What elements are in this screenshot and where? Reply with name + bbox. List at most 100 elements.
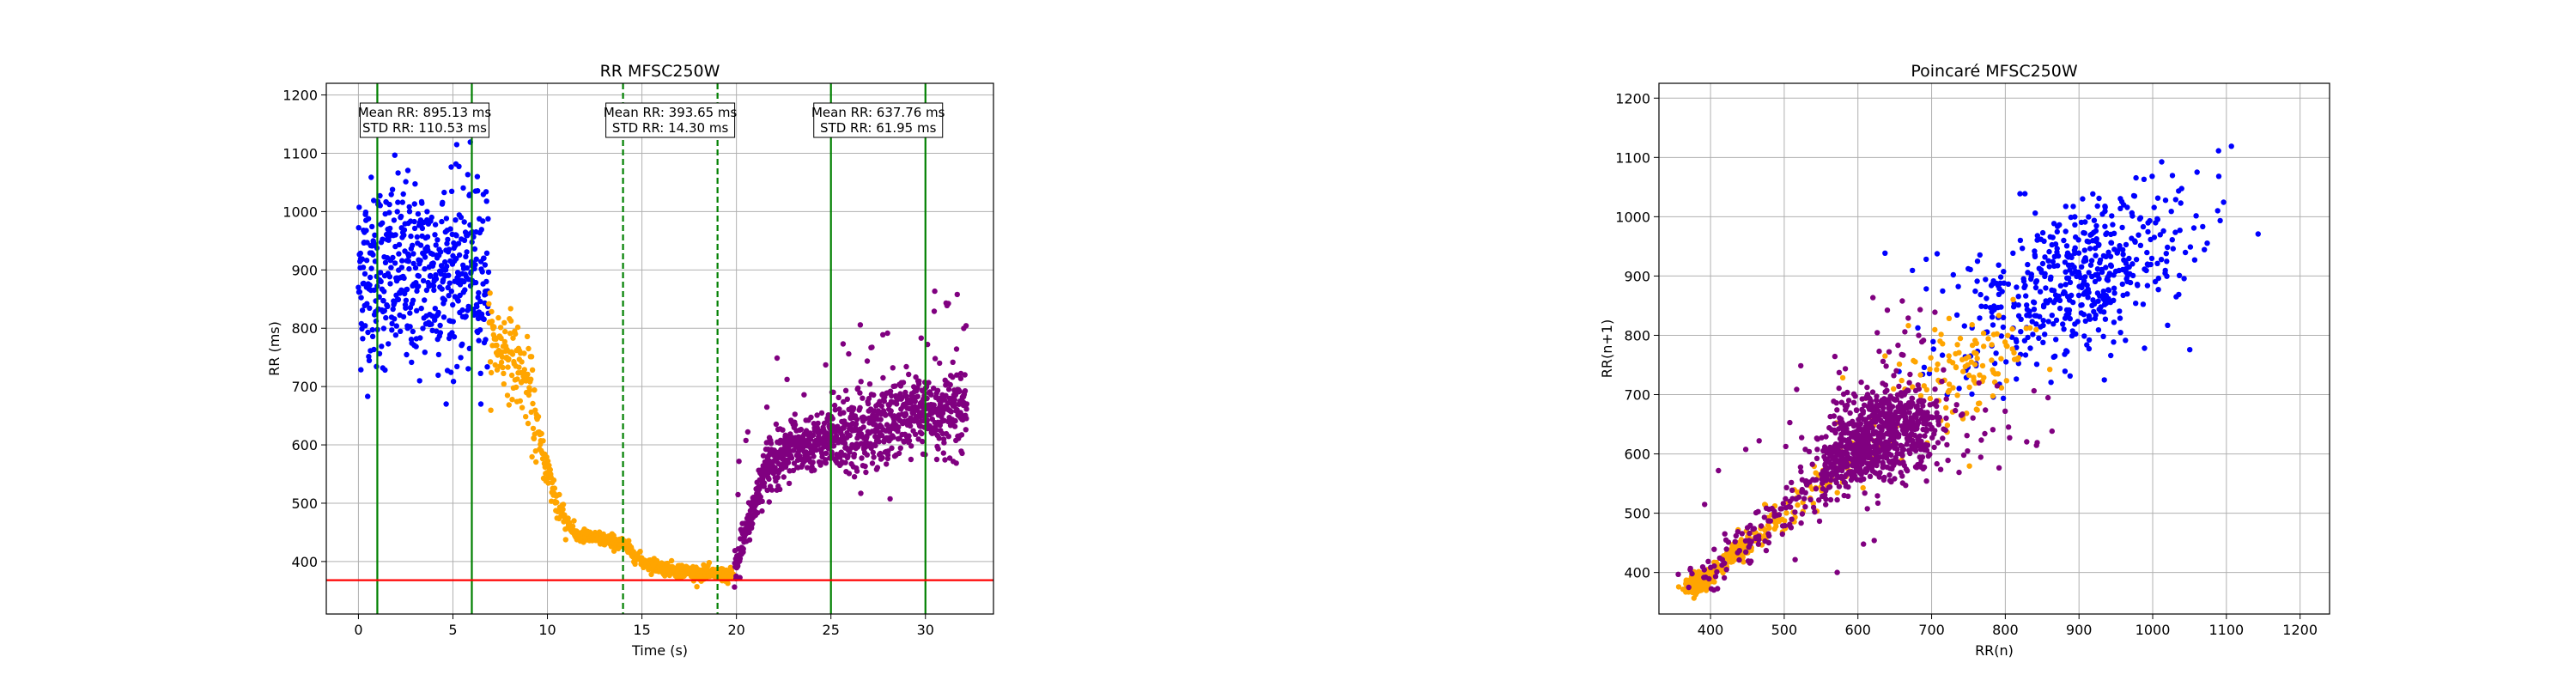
poincare-data-point — [1989, 342, 1995, 348]
poincare-data-point — [2092, 301, 2098, 307]
rr-data-point — [370, 252, 376, 258]
rr-data-point — [443, 401, 449, 407]
rr-data-point — [464, 249, 470, 255]
poincare-data-point — [1846, 471, 1852, 477]
rr-data-point — [889, 392, 895, 399]
rr-data-point — [448, 188, 455, 194]
poincare-data-point — [1934, 251, 1941, 257]
poincare-data-point — [1873, 458, 1879, 464]
poincare-data-point — [2080, 282, 2086, 288]
poincare-data-point — [1918, 398, 1924, 404]
poincare-data-point — [1860, 484, 1866, 491]
rr-data-point — [532, 407, 538, 413]
rr-data-point — [477, 370, 483, 376]
rr-data-point — [480, 218, 486, 224]
rr-data-point — [906, 438, 913, 444]
rr-data-point — [451, 334, 458, 340]
poincare-data-point — [1923, 421, 1929, 427]
rr-data-point — [519, 359, 525, 365]
rr-data-point — [356, 204, 362, 210]
rr-data-point — [865, 400, 872, 407]
rr-data-point — [431, 287, 437, 294]
rr-data-point — [487, 359, 494, 365]
poincare-data-point — [2061, 326, 2067, 332]
rr-data-point — [502, 328, 508, 335]
poincare-data-point — [2169, 173, 2176, 179]
rr-data-point — [389, 320, 395, 327]
poincare-data-point — [2053, 317, 2060, 323]
poincare-x-tick-label: 1100 — [2208, 622, 2244, 638]
rr-data-point — [364, 240, 370, 246]
poincare-data-point — [1862, 490, 1868, 496]
poincare-data-point — [1712, 574, 1719, 580]
poincare-data-point — [1806, 448, 1813, 455]
poincare-data-point — [2101, 377, 2107, 383]
poincare-data-point — [2015, 313, 2022, 319]
poincare-data-point — [1996, 313, 2002, 319]
poincare-data-point — [2026, 308, 2032, 314]
rr-data-point — [407, 310, 413, 316]
poincare-data-point — [1822, 462, 1828, 469]
poincare-data-point — [2047, 234, 2053, 240]
poincare-data-point — [1864, 384, 1870, 391]
poincare-data-point — [1946, 387, 1953, 393]
poincare-data-point — [1814, 477, 1820, 483]
poincare-data-point — [1787, 498, 1793, 504]
rr-data-point — [946, 455, 953, 461]
poincare-data-point — [2014, 284, 2020, 290]
poincare-data-point — [1886, 349, 1893, 355]
rr-data-point — [880, 331, 886, 337]
rr-data-point — [523, 414, 529, 420]
poincare-data-point — [2063, 269, 2069, 275]
poincare-data-point — [1895, 342, 1901, 349]
poincare-data-point — [1989, 314, 1996, 320]
rr-data-point — [918, 335, 925, 341]
rr-y-tick-label: 700 — [291, 379, 318, 395]
rr-data-point — [382, 259, 389, 265]
poincare-data-point — [1905, 447, 1912, 453]
poincare-data-point — [2105, 295, 2111, 301]
poincare-data-point — [2036, 335, 2042, 341]
rr-data-point — [533, 459, 539, 465]
poincare-data-point — [1919, 454, 1926, 460]
rr-data-point — [367, 282, 373, 289]
rr-data-point — [355, 225, 361, 231]
poincare-data-point — [1953, 312, 1960, 318]
rr-grid — [326, 83, 993, 614]
poincare-data-point — [1723, 567, 1729, 573]
poincare-data-point — [1872, 470, 1878, 476]
poincare-data-point — [2120, 252, 2126, 258]
poincare-data-point — [2119, 281, 2125, 288]
poincare-data-point — [2111, 246, 2117, 252]
poincare-data-point — [2061, 237, 2067, 244]
poincare-data-point — [1843, 424, 1849, 431]
rr-data-point — [766, 499, 772, 505]
rr-data-point — [798, 426, 805, 433]
poincare-data-point — [1814, 447, 1820, 453]
poincare-data-point — [1845, 493, 1851, 499]
rr-data-point — [458, 214, 465, 221]
rr-data-point — [832, 429, 838, 435]
poincare-points — [1675, 143, 2261, 601]
poincare-data-point — [2069, 292, 2075, 299]
poincare-data-point — [1854, 477, 1860, 483]
rr-data-point — [388, 264, 394, 271]
poincare-data-point — [2082, 274, 2088, 280]
rr-data-point — [395, 296, 402, 302]
rr-data-point — [504, 392, 511, 398]
rr-data-point — [413, 344, 419, 350]
rr-data-point — [528, 376, 534, 382]
rr-data-point — [423, 287, 430, 294]
rr-data-point — [357, 250, 363, 257]
rr-y-tick-label: 1100 — [283, 145, 318, 161]
rr-data-point — [359, 256, 365, 262]
rr-data-point — [464, 264, 471, 271]
poincare-data-point — [2024, 302, 2030, 308]
rr-data-point — [896, 450, 902, 457]
rr-data-point — [863, 469, 869, 476]
poincare-data-point — [2050, 321, 2057, 327]
poincare-data-point — [1823, 496, 1829, 502]
rr-x-ticks: 0 5 10 15 20 25 30 — [354, 614, 934, 638]
rr-data-point — [369, 326, 375, 333]
